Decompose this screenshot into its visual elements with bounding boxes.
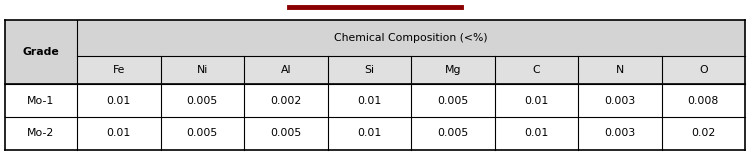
Bar: [328, 117, 411, 150]
Text: Al: Al: [280, 65, 291, 75]
Text: 0.008: 0.008: [688, 95, 718, 105]
Text: Grade: Grade: [22, 47, 59, 57]
Text: 0.01: 0.01: [524, 128, 548, 138]
Bar: [662, 56, 745, 84]
Text: 0.005: 0.005: [437, 95, 468, 105]
Text: O: O: [699, 65, 707, 75]
Text: 0.01: 0.01: [524, 95, 548, 105]
Text: 0.01: 0.01: [106, 95, 130, 105]
Text: Fe: Fe: [112, 65, 125, 75]
Bar: [578, 117, 662, 150]
Text: 0.005: 0.005: [437, 128, 468, 138]
Bar: [411, 56, 494, 84]
Text: 0.01: 0.01: [357, 95, 381, 105]
Text: Mo-2: Mo-2: [27, 128, 55, 138]
Bar: [160, 117, 244, 150]
Text: Mg: Mg: [445, 65, 461, 75]
Text: Si: Si: [364, 65, 374, 75]
Bar: [5, 117, 77, 150]
Bar: [328, 84, 411, 117]
Text: Ni: Ni: [196, 65, 208, 75]
Bar: [244, 56, 328, 84]
Text: 0.01: 0.01: [357, 128, 381, 138]
Text: N: N: [616, 65, 624, 75]
Bar: [578, 56, 662, 84]
Bar: [244, 117, 328, 150]
Bar: [77, 56, 160, 84]
Bar: [5, 84, 77, 117]
Bar: [494, 117, 578, 150]
Bar: [160, 84, 244, 117]
Text: Chemical Composition (<%): Chemical Composition (<%): [334, 33, 488, 43]
Text: 0.02: 0.02: [692, 128, 715, 138]
Text: C: C: [532, 65, 540, 75]
Text: Mo-1: Mo-1: [27, 95, 55, 105]
Text: 0.005: 0.005: [187, 95, 218, 105]
Bar: [160, 56, 244, 84]
Bar: [662, 84, 745, 117]
Bar: [77, 84, 160, 117]
Bar: [77, 117, 160, 150]
Bar: [328, 56, 411, 84]
Text: 0.005: 0.005: [270, 128, 302, 138]
Text: 0.003: 0.003: [604, 128, 635, 138]
Bar: [662, 117, 745, 150]
Bar: [5, 20, 77, 84]
Text: 0.01: 0.01: [106, 128, 130, 138]
Bar: [494, 84, 578, 117]
Text: 0.005: 0.005: [187, 128, 218, 138]
Text: 0.002: 0.002: [270, 95, 302, 105]
Bar: [244, 84, 328, 117]
Bar: [411, 84, 494, 117]
Bar: [578, 84, 662, 117]
Bar: [411, 117, 494, 150]
Bar: [77, 20, 745, 56]
Text: 0.003: 0.003: [604, 95, 635, 105]
Bar: [494, 56, 578, 84]
